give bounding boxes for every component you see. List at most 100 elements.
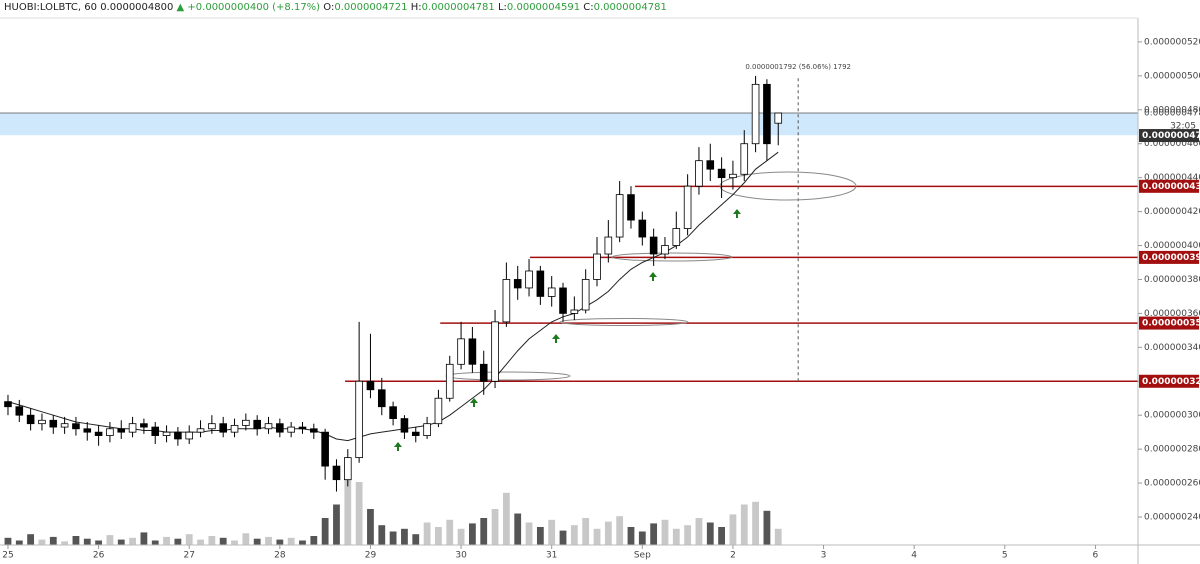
volume-bar bbox=[582, 518, 590, 545]
plot-layer bbox=[4, 75, 783, 492]
volume-bar bbox=[435, 527, 442, 545]
candle-body bbox=[468, 338, 477, 365]
volume-bar bbox=[378, 525, 386, 545]
arrows bbox=[394, 209, 741, 451]
volume-bar bbox=[15, 540, 23, 545]
x-tick-label: 4 bbox=[911, 551, 917, 561]
ohlc-key: L: bbox=[497, 2, 507, 13]
y-tick-label: 0.0000003800 bbox=[1144, 275, 1200, 285]
volume-bar bbox=[570, 525, 578, 545]
candle-body bbox=[377, 389, 386, 408]
candle-body bbox=[604, 236, 613, 255]
volume-bar bbox=[718, 527, 726, 545]
volume-bar bbox=[83, 538, 91, 545]
ohlc-value: 0.0000004591 bbox=[506, 2, 581, 13]
candle-body bbox=[26, 414, 35, 425]
x-tick-label: 30 bbox=[455, 551, 467, 561]
candle-body bbox=[72, 423, 80, 430]
x-tick-label: 27 bbox=[183, 551, 194, 561]
volume-bar bbox=[661, 519, 669, 545]
candle-body bbox=[445, 363, 454, 399]
ohlc-key: O: bbox=[323, 2, 335, 13]
countdown: 32:05 bbox=[1170, 122, 1196, 132]
volume-bar bbox=[231, 540, 238, 545]
volume-bar bbox=[706, 522, 714, 545]
candle-body bbox=[298, 426, 307, 430]
candle-body bbox=[411, 431, 420, 436]
last-price: 0.0000004800 bbox=[100, 2, 174, 13]
ohlc-value: 0.0000004781 bbox=[593, 2, 667, 13]
measure-label: 0.0000001792 (56.06%) 1792 bbox=[745, 63, 851, 71]
candle-body bbox=[740, 143, 749, 175]
candle-body bbox=[242, 419, 250, 426]
candle-body bbox=[513, 279, 522, 289]
volume-bar bbox=[457, 528, 465, 545]
candle-body bbox=[638, 219, 647, 238]
candle-body bbox=[151, 426, 160, 436]
x-tick-label: 29 bbox=[365, 551, 377, 561]
volume-bar bbox=[412, 534, 420, 545]
x-tick-label: 31 bbox=[546, 551, 557, 561]
candle-body bbox=[502, 279, 511, 323]
ellipse bbox=[611, 252, 733, 262]
volume-bar bbox=[117, 539, 125, 545]
volume-bar bbox=[774, 528, 782, 545]
volume-bar bbox=[593, 528, 601, 545]
candle-body bbox=[706, 160, 715, 170]
y-tick-label: 0.0000004800 bbox=[1144, 105, 1200, 115]
volume-bar bbox=[763, 510, 771, 545]
volume-bar bbox=[219, 537, 227, 545]
volume-bar bbox=[355, 482, 363, 545]
candle-body bbox=[525, 270, 533, 289]
candle-body bbox=[593, 253, 601, 280]
volume-bar bbox=[684, 525, 692, 545]
y-tick-label: 0.0000003000 bbox=[1144, 411, 1200, 421]
volume-bar bbox=[242, 533, 250, 545]
candle-body bbox=[434, 397, 443, 425]
volume-bar bbox=[627, 527, 635, 545]
change: ▲ +0.0000000400 (+8.17%) bbox=[176, 2, 321, 13]
volume-bar bbox=[106, 535, 114, 545]
price-label-box bbox=[1139, 374, 1199, 388]
candle-body bbox=[423, 423, 431, 436]
price-label-box bbox=[1139, 316, 1199, 330]
volume-bar bbox=[480, 518, 488, 545]
candle-body bbox=[570, 309, 579, 314]
volume-bar bbox=[174, 538, 182, 545]
volume-bar bbox=[129, 537, 136, 545]
candle-body bbox=[264, 423, 273, 430]
candle-body bbox=[162, 431, 171, 436]
ohlc-key: H: bbox=[410, 2, 422, 13]
ohlc-value: 0.0000004721 bbox=[334, 2, 408, 13]
volume-bar bbox=[548, 519, 556, 545]
volume-bar bbox=[185, 534, 193, 545]
volume-bar bbox=[61, 541, 69, 545]
candle-body bbox=[774, 112, 783, 124]
candle-body bbox=[321, 431, 329, 467]
candle-body bbox=[276, 423, 284, 433]
volume-bar bbox=[740, 504, 748, 545]
candle-body bbox=[559, 287, 567, 314]
volume-bar bbox=[140, 532, 148, 545]
candle-body bbox=[230, 424, 239, 433]
y-tick-label: 0.0000004200 bbox=[1144, 207, 1200, 217]
symbol: HUOBI:LOLBTC, 60 bbox=[4, 2, 97, 13]
x-tick-label: 28 bbox=[274, 551, 286, 561]
arrow-up bbox=[394, 442, 402, 451]
volume-bar bbox=[72, 536, 80, 545]
volume-bar bbox=[491, 509, 499, 545]
volume-bar bbox=[469, 523, 476, 545]
volume-bar bbox=[38, 539, 46, 545]
candle-body bbox=[763, 83, 771, 145]
price-label-box bbox=[1139, 179, 1199, 193]
volume-bar bbox=[344, 465, 352, 545]
candle-body bbox=[729, 173, 737, 179]
candle-body bbox=[106, 428, 114, 436]
volume-bar bbox=[536, 527, 544, 545]
price-label-box bbox=[1139, 250, 1199, 264]
candle-body bbox=[253, 419, 261, 430]
x-tick-label: 25 bbox=[2, 551, 13, 561]
candle-body bbox=[627, 194, 635, 221]
candle-body bbox=[117, 428, 126, 433]
candle-body bbox=[615, 194, 624, 238]
